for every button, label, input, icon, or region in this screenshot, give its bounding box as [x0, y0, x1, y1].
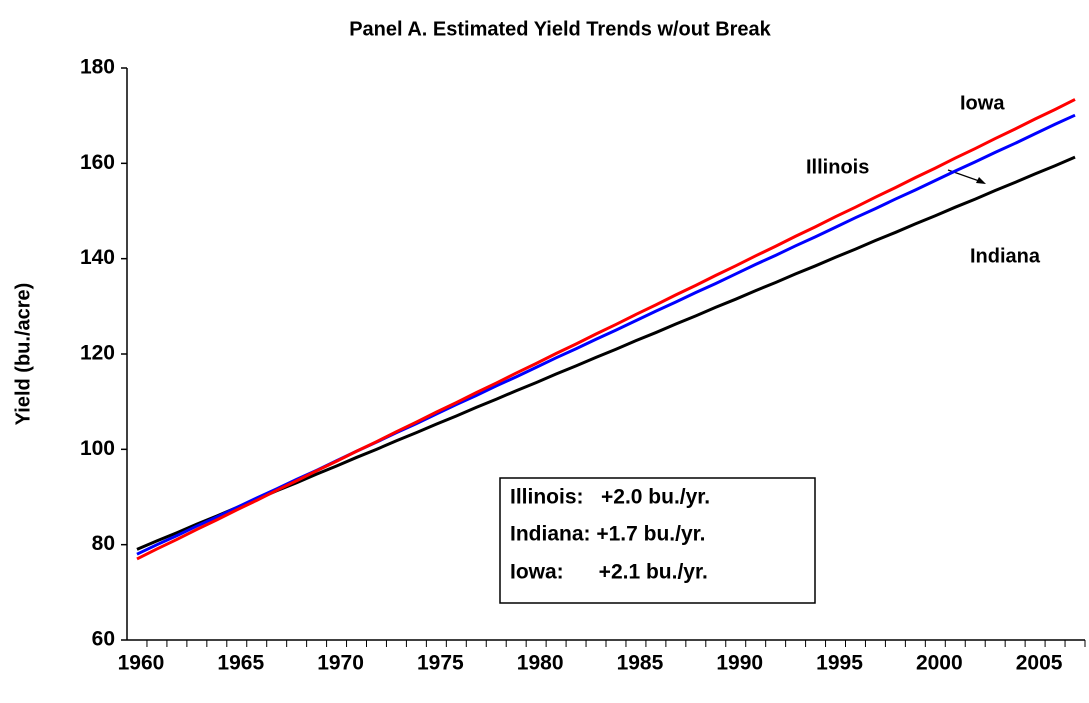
x-tick-label: 1985: [617, 652, 664, 675]
y-tick-label: 100: [80, 437, 115, 460]
annotation: Illinois: +2.0 bu./yr.: [510, 486, 710, 509]
y-tick-label: 80: [92, 532, 115, 555]
x-tick-label: 1965: [217, 652, 264, 675]
series-line: [136, 98, 1076, 561]
y-tick-label: 60: [92, 628, 115, 651]
series-label: Illinois: [806, 156, 869, 178]
x-tick-label: 2000: [916, 652, 963, 675]
annotation: Iowa: +2.1 bu./yr.: [510, 561, 708, 584]
x-tick-label: 1960: [118, 652, 165, 675]
y-tick-label: 140: [80, 246, 115, 269]
x-tick-label: 1980: [517, 652, 564, 675]
y-tick-label: 160: [80, 151, 115, 174]
y-tick-label: 180: [80, 56, 115, 79]
x-tick-label: 1990: [716, 652, 763, 675]
y-axis-label: Yield (bu./acre): [12, 283, 34, 426]
x-tick-label: 2005: [1016, 652, 1063, 675]
x-tick-label: 1970: [317, 652, 364, 675]
series-label: Iowa: [960, 92, 1005, 114]
x-tick-label: 1975: [417, 652, 464, 675]
arrow-head: [976, 177, 986, 184]
series-line: [136, 155, 1076, 551]
x-tick-label: 1995: [816, 652, 863, 675]
annotation: Indiana: +1.7 bu./yr.: [510, 523, 705, 546]
chart-title: Panel A. Estimated Yield Trends w/out Br…: [349, 18, 771, 40]
series-group: [136, 98, 1076, 561]
y-tick-label: 120: [80, 342, 115, 365]
annotation-box: [499, 477, 816, 604]
series-label: Indiana: [970, 245, 1041, 267]
